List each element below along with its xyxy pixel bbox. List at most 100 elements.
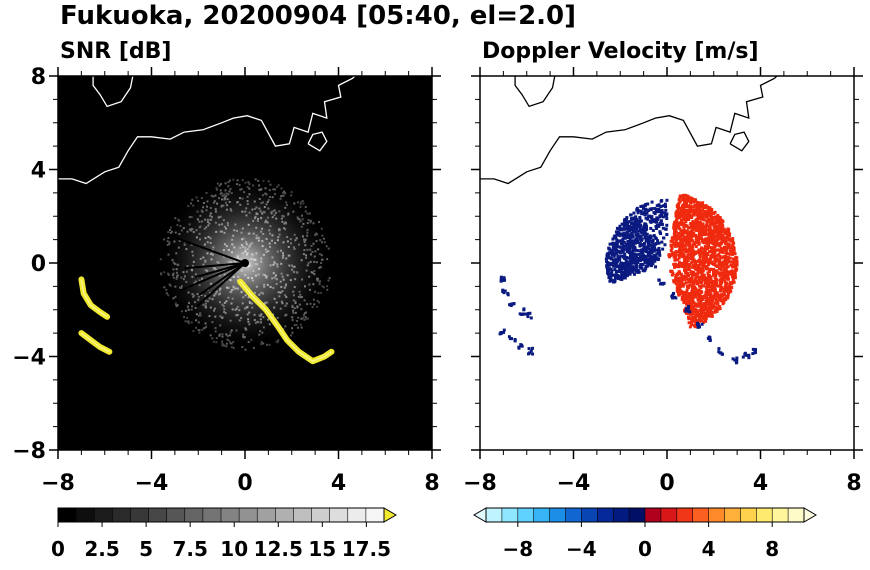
snr-speckle	[212, 340, 215, 343]
snr-speckle	[318, 252, 321, 255]
doppler-pixel	[676, 226, 680, 230]
doppler-pixel	[717, 272, 721, 276]
doppler-pixel	[646, 258, 650, 262]
snr-speckle	[194, 280, 197, 283]
snr-speckle	[260, 341, 263, 344]
snr-speckle	[261, 212, 264, 215]
doppler-pixel	[717, 236, 721, 240]
snr-speckle	[253, 258, 256, 261]
doppler-pixel	[649, 236, 653, 240]
doppler-pixel	[526, 315, 530, 319]
doppler-pixel	[712, 271, 716, 275]
doppler-pixel	[703, 312, 707, 316]
snr-speckle	[206, 200, 209, 203]
doppler-pixel	[676, 272, 680, 276]
snr-speckle	[248, 323, 251, 326]
doppler-pixel	[616, 277, 620, 281]
snr-speckle	[291, 331, 294, 334]
doppler-pixel	[675, 244, 679, 248]
doppler-pixel	[655, 252, 659, 256]
colorbar-segment	[660, 508, 678, 522]
doppler-pixel	[709, 256, 713, 260]
snr-speckle	[319, 265, 322, 268]
snr-speckle	[197, 314, 200, 317]
snr-speckle	[252, 232, 255, 235]
snr-speckle	[247, 265, 250, 268]
doppler-pixel	[705, 205, 709, 209]
snr-speckle	[167, 272, 170, 275]
doppler-pixel	[731, 279, 735, 283]
doppler-pixel	[741, 355, 745, 359]
doppler-pixel	[707, 243, 711, 247]
colorbar-segment	[724, 508, 741, 522]
doppler-pixel	[671, 253, 675, 257]
x-tick-label: 8	[846, 471, 861, 496]
doppler-pixel	[689, 236, 693, 240]
snr-speckle	[286, 236, 289, 239]
snr-speckle	[190, 308, 193, 311]
snr-speckle	[255, 234, 258, 237]
doppler-pixel	[686, 204, 690, 208]
snr-speckle	[262, 316, 265, 319]
doppler-pixel	[698, 227, 702, 231]
snr-speckle	[281, 302, 284, 305]
doppler-pixel	[674, 250, 678, 254]
snr-speckle	[282, 194, 285, 197]
snr-speckle	[206, 218, 209, 221]
snr-speckle	[264, 192, 267, 195]
doppler-pixel	[617, 239, 621, 243]
snr-speckle	[231, 243, 234, 246]
doppler-pixel	[676, 222, 680, 226]
doppler-pixel	[676, 258, 680, 262]
doppler-pixel	[648, 207, 652, 211]
doppler-pixel	[689, 280, 693, 284]
snr-speckle	[206, 220, 209, 223]
doppler-pixel	[622, 273, 626, 277]
snr-speckle	[299, 201, 302, 204]
snr-speckle	[251, 279, 254, 282]
snr-speckle	[204, 260, 207, 263]
snr-speckle	[283, 286, 286, 289]
snr-speckle	[221, 316, 224, 319]
doppler-pixel	[686, 233, 690, 237]
doppler-pixel	[702, 260, 706, 264]
doppler-pixel	[682, 229, 686, 233]
doppler-pixel	[705, 221, 709, 225]
doppler-pixel	[710, 250, 714, 254]
snr-speckle	[272, 272, 275, 275]
snr-speckle	[299, 323, 302, 326]
snr-speckle	[325, 245, 328, 248]
doppler-pixel	[674, 273, 678, 277]
snr-panel-title: SNR [dB]	[60, 39, 171, 64]
doppler-pixel	[501, 330, 505, 334]
doppler-pixel	[669, 243, 673, 247]
snr-speckle	[222, 255, 225, 258]
doppler-pixel	[725, 294, 729, 298]
doppler-echo-layer	[498, 193, 758, 365]
doppler-pixel	[696, 302, 700, 306]
doppler-pixel	[632, 241, 636, 245]
snr-speckle	[247, 340, 250, 343]
colorbar-segment	[329, 508, 349, 522]
doppler-pixel	[678, 278, 682, 282]
snr-speckle	[280, 285, 283, 288]
doppler-pixel	[685, 230, 689, 234]
doppler-pixel	[502, 328, 506, 332]
doppler-pixel	[710, 294, 714, 298]
snr-speckle	[326, 285, 329, 288]
snr-speckle	[284, 228, 287, 231]
doppler-pixel	[751, 352, 755, 356]
doppler-pixel	[689, 201, 693, 205]
doppler-pixel	[682, 213, 686, 217]
doppler-pixel	[713, 309, 717, 313]
doppler-pixel	[687, 306, 691, 310]
doppler-pixel	[654, 265, 658, 269]
snr-speckle	[246, 195, 249, 198]
snr-speckle	[221, 340, 224, 343]
doppler-pixel	[693, 242, 697, 246]
snr-speckle	[283, 222, 286, 225]
snr-speckle	[227, 185, 230, 188]
doppler-pixel	[721, 272, 725, 276]
snr-speckle	[306, 228, 309, 231]
doppler-pixel	[501, 288, 505, 292]
